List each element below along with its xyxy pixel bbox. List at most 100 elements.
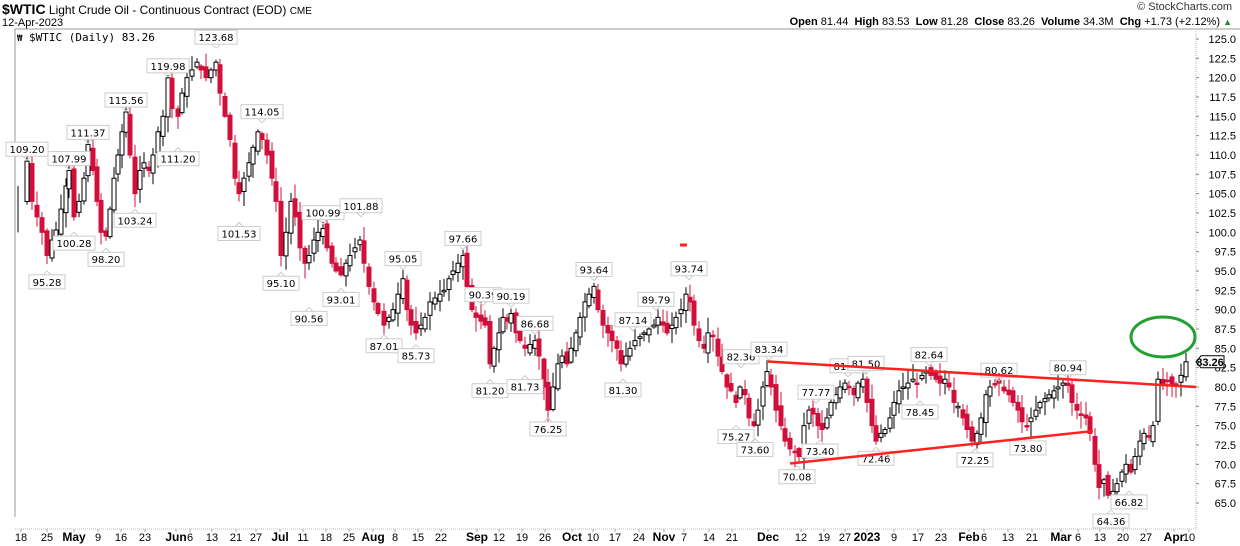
y-tick-label: 100.0 xyxy=(1208,227,1236,239)
x-tick-label: 19 xyxy=(516,532,528,544)
candle xyxy=(460,248,466,280)
candle xyxy=(500,308,506,335)
candle xyxy=(591,282,597,304)
candle xyxy=(278,187,284,267)
chart-date: 12-Apr-2023 xyxy=(2,17,64,29)
candle xyxy=(81,172,87,205)
x-tick-label: 10 xyxy=(1183,532,1195,544)
svg-text:81.20: 81.20 xyxy=(476,387,505,398)
candle xyxy=(541,357,547,401)
candle xyxy=(724,373,730,399)
candle xyxy=(691,294,697,336)
candle xyxy=(1051,385,1057,409)
x-tick-label: 9 xyxy=(891,532,897,544)
candle xyxy=(441,278,447,297)
candle xyxy=(923,366,929,384)
y-tick-label: 67.5 xyxy=(1215,479,1236,491)
svg-text:90.56: 90.56 xyxy=(295,314,324,325)
svg-text:83.34: 83.34 xyxy=(755,345,784,356)
candle xyxy=(1119,469,1125,488)
candle xyxy=(806,405,812,430)
candle xyxy=(715,327,721,367)
y-tick-label: 112.5 xyxy=(1209,131,1236,143)
x-tick-label: Oct xyxy=(562,530,582,544)
candle xyxy=(1078,401,1084,429)
svg-text:100.28: 100.28 xyxy=(57,239,92,250)
candle xyxy=(960,403,966,426)
candle xyxy=(175,105,181,129)
svg-text:123.68: 123.68 xyxy=(199,33,234,44)
svg-text:119.98: 119.98 xyxy=(151,62,186,73)
candle xyxy=(1087,411,1093,442)
candle xyxy=(660,309,666,333)
svg-text:72.46: 72.46 xyxy=(862,454,891,465)
candle xyxy=(573,329,579,357)
candle xyxy=(297,201,303,261)
close-value: 83.26 xyxy=(1007,16,1035,28)
price-annotation: 83.34 xyxy=(750,341,788,361)
candle xyxy=(618,340,624,372)
candle xyxy=(586,287,592,309)
candle xyxy=(978,412,984,445)
highlight-circle xyxy=(1129,315,1197,359)
svg-text:76.25: 76.25 xyxy=(534,425,563,436)
candle xyxy=(746,393,752,427)
candle xyxy=(427,292,433,331)
candle xyxy=(568,336,574,364)
x-tick-label: 6 xyxy=(187,532,193,544)
y-tick-label: 107.5 xyxy=(1208,169,1236,181)
candle xyxy=(632,329,638,351)
svg-text:97.66: 97.66 xyxy=(449,234,478,245)
svg-text:73.80: 73.80 xyxy=(1014,444,1043,455)
candle xyxy=(882,427,888,437)
chg-label: Chg xyxy=(1119,16,1142,28)
svg-text:90.19: 90.19 xyxy=(497,292,526,303)
candle xyxy=(366,263,372,295)
candle xyxy=(1123,454,1129,484)
x-tick-label: 8 xyxy=(392,532,398,544)
candle xyxy=(641,330,647,342)
price-annotation: 123.68 xyxy=(194,29,238,49)
candle xyxy=(146,161,152,177)
x-tick-label: Nov xyxy=(653,530,676,544)
candle xyxy=(241,171,247,206)
svg-text:98.20: 98.20 xyxy=(92,255,121,266)
candle xyxy=(801,412,807,474)
candle xyxy=(150,147,156,185)
candle xyxy=(842,379,848,393)
candle xyxy=(302,245,308,279)
instrument-name: Light Crude Oil - Continuous Contract (E… xyxy=(48,3,287,17)
candle xyxy=(664,311,670,336)
candle xyxy=(386,314,392,329)
candle xyxy=(255,129,261,156)
svg-text:77.77: 77.77 xyxy=(802,388,831,399)
candle xyxy=(63,178,69,228)
svg-text:66.82: 66.82 xyxy=(1115,498,1144,509)
y-tick-label: 110.0 xyxy=(1209,150,1236,162)
candle xyxy=(1083,401,1089,426)
x-tick-label: 27 xyxy=(250,532,262,544)
candle xyxy=(710,330,716,352)
candle xyxy=(333,257,339,273)
candle xyxy=(669,312,675,344)
candle xyxy=(742,380,748,405)
candle xyxy=(269,142,275,186)
candle xyxy=(600,304,606,339)
candle xyxy=(1128,458,1134,475)
candle xyxy=(227,112,233,147)
candle xyxy=(937,363,943,396)
y-tick-label: 92.5 xyxy=(1215,285,1236,297)
last-price-tag: 83.26 xyxy=(1195,355,1225,369)
candle xyxy=(165,75,171,133)
y-tick-label: 125.0 xyxy=(1208,34,1236,46)
svg-text:93.74: 93.74 xyxy=(675,265,704,276)
svg-text:111.20: 111.20 xyxy=(161,155,196,166)
candle xyxy=(914,372,920,399)
y-tick-label: 97.5 xyxy=(1215,247,1236,259)
svg-text:95.05: 95.05 xyxy=(389,255,418,266)
svg-text:73.60: 73.60 xyxy=(741,445,770,456)
volume-value: 34.3M xyxy=(1083,16,1114,28)
candle xyxy=(222,92,228,118)
candle xyxy=(646,327,652,343)
